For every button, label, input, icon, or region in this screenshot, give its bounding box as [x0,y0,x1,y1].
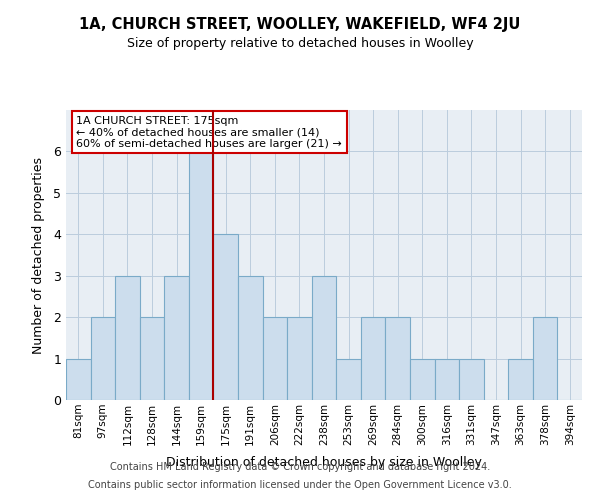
Text: Contains HM Land Registry data © Crown copyright and database right 2024.: Contains HM Land Registry data © Crown c… [110,462,490,472]
Bar [410,358,434,400]
Bar [140,317,164,400]
Bar [336,358,361,400]
Bar [238,276,263,400]
Bar [312,276,336,400]
Text: Size of property relative to detached houses in Woolley: Size of property relative to detached ho… [127,38,473,51]
Bar [459,358,484,400]
Bar [361,317,385,400]
Bar [287,317,312,400]
Bar [434,358,459,400]
X-axis label: Distribution of detached houses by size in Woolley: Distribution of detached houses by size … [166,456,482,469]
Bar [189,152,214,400]
Text: Contains public sector information licensed under the Open Government Licence v3: Contains public sector information licen… [88,480,512,490]
Bar [263,317,287,400]
Text: 1A CHURCH STREET: 175sqm
← 40% of detached houses are smaller (14)
60% of semi-d: 1A CHURCH STREET: 175sqm ← 40% of detach… [76,116,342,149]
Text: 1A, CHURCH STREET, WOOLLEY, WAKEFIELD, WF4 2JU: 1A, CHURCH STREET, WOOLLEY, WAKEFIELD, W… [79,18,521,32]
Bar [508,358,533,400]
Bar [164,276,189,400]
Bar [214,234,238,400]
Bar [385,317,410,400]
Bar [533,317,557,400]
Bar [66,358,91,400]
Bar [91,317,115,400]
Bar [115,276,140,400]
Y-axis label: Number of detached properties: Number of detached properties [32,156,45,354]
